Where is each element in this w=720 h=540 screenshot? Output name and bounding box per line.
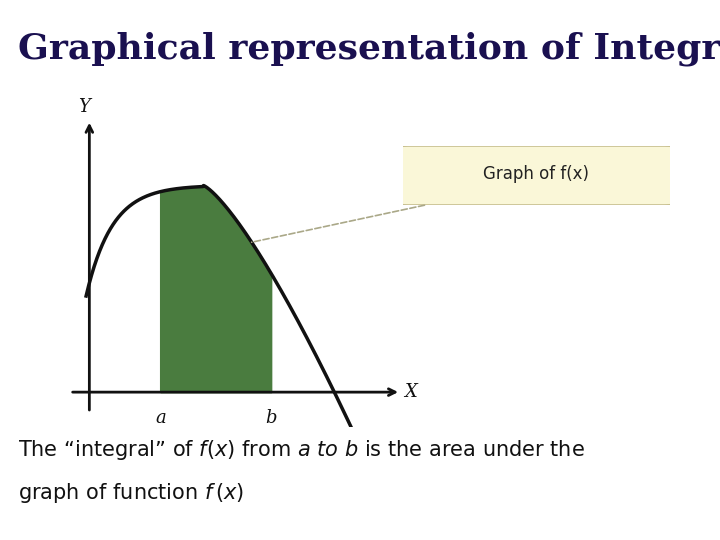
Text: Y: Y [78,98,90,117]
Text: Graph of f(x): Graph of f(x) [483,165,590,183]
FancyBboxPatch shape [395,146,678,205]
Text: X: X [404,383,417,401]
Text: 3: 3 [691,514,702,529]
Text: The “integral” of $f(x)$ from $a$ $to$ $b$ is the area under the: The “integral” of $f(x)$ from $a$ $to$ $… [18,437,585,462]
Text: Numerical & Statistical methods (2140706)   Darshan Institute Of Engineering & T: Numerical & Statistical methods (2140706… [22,515,661,529]
Text: a: a [156,409,166,427]
Text: Graphical representation of Integral: Graphical representation of Integral [18,31,720,66]
Text: graph of function $f\,(x)$: graph of function $f\,(x)$ [18,481,244,505]
Text: b: b [266,409,277,427]
